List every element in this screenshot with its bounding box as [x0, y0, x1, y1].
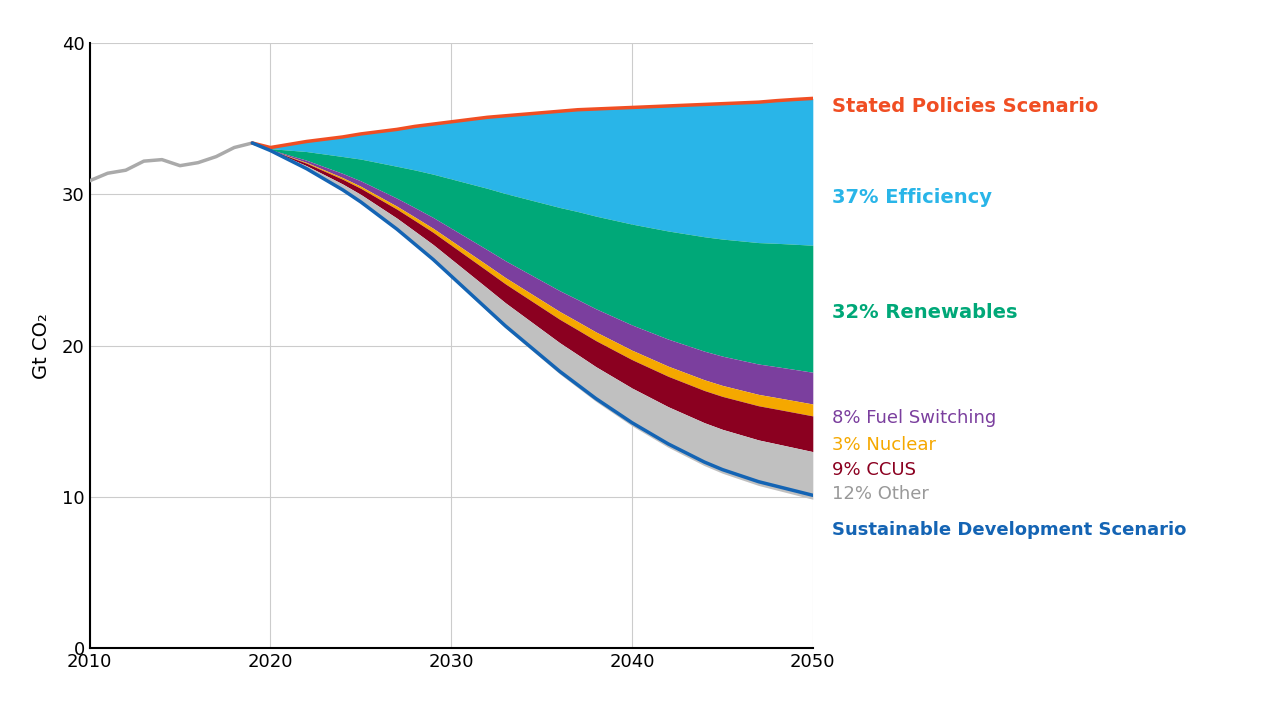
Text: 37% Efficiency: 37% Efficiency: [832, 188, 992, 207]
Y-axis label: Gt CO₂: Gt CO₂: [32, 312, 51, 379]
Text: 9% CCUS: 9% CCUS: [832, 461, 916, 479]
Text: Sustainable Development Scenario: Sustainable Development Scenario: [832, 521, 1187, 539]
Text: Stated Policies Scenario: Stated Policies Scenario: [832, 97, 1098, 116]
Text: 32% Renewables: 32% Renewables: [832, 303, 1018, 322]
Text: 8% Fuel Switching: 8% Fuel Switching: [832, 409, 996, 427]
Text: 3% Nuclear: 3% Nuclear: [832, 436, 936, 454]
Text: 12% Other: 12% Other: [832, 485, 929, 503]
